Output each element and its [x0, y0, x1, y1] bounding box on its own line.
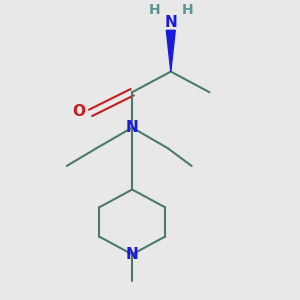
Text: O: O: [72, 104, 85, 119]
Text: N: N: [126, 248, 139, 262]
Text: N: N: [126, 120, 139, 135]
Text: H: H: [181, 3, 193, 17]
Polygon shape: [166, 30, 175, 72]
Text: N: N: [164, 15, 177, 30]
Text: H: H: [148, 3, 160, 17]
